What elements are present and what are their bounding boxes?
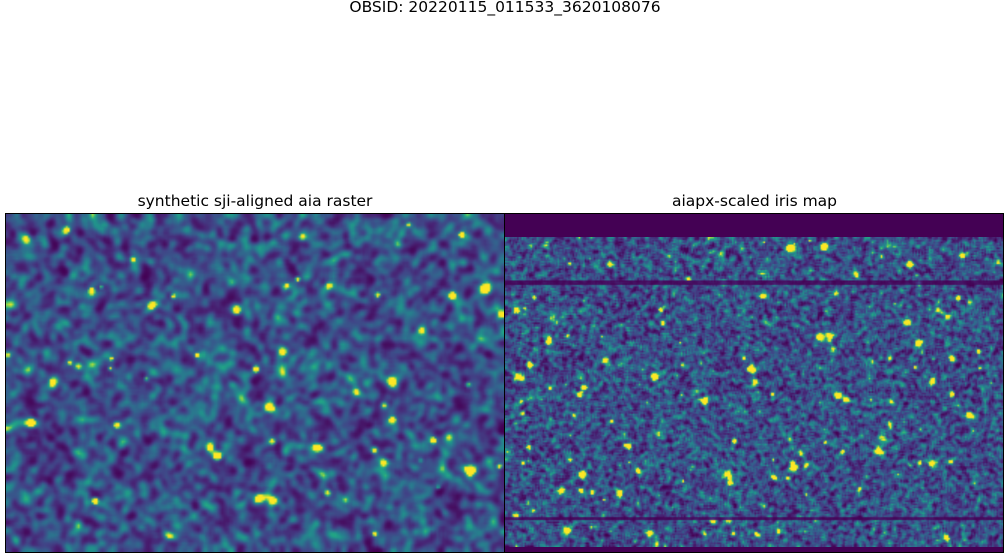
right-image-axes [505,213,1004,553]
aia-raster-image [6,214,504,552]
figure-suptitle: OBSID: 20220115_011533_3620108076 [349,0,661,16]
right-panel-title: aiapx-scaled iris map [671,192,838,210]
left-image-axes [5,213,505,553]
left-panel-title: synthetic sji-aligned aia raster [137,192,373,210]
iris-map-image [505,237,1004,547]
